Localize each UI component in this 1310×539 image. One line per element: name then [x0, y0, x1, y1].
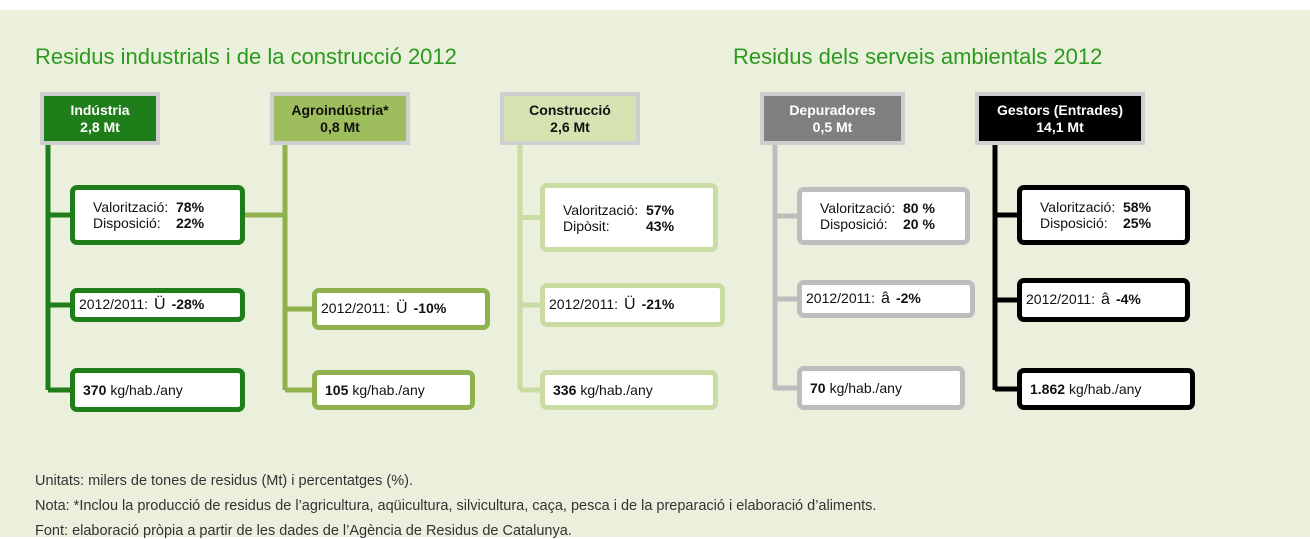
header-name: Gestors (Entrades): [996, 102, 1124, 118]
change-arrow: Ü: [154, 296, 166, 313]
split-value: 80 %: [903, 200, 935, 216]
split-value: 20 %: [903, 216, 935, 232]
column-header: Construcció 2,6 Mt: [500, 92, 640, 145]
header-name: Indústria: [70, 102, 130, 118]
change-line: 2012/2011: â -4%: [1026, 291, 1185, 309]
box: Valorització: 58% Disposició: 25%: [1017, 185, 1190, 245]
split-value: 22%: [176, 215, 205, 231]
split-label: Disposició:: [820, 216, 888, 232]
change-value: -21%: [641, 296, 675, 312]
header-name: Construcció: [529, 102, 611, 118]
split-line: Valorització: 57%: [563, 202, 713, 218]
box: 2012/2011: â -2%: [797, 280, 975, 318]
per-capita: 1.862 kg/hab./any: [1030, 381, 1190, 397]
split-label: Valorització:: [1040, 199, 1116, 215]
note: Font: elaboració pròpia a partir de les …: [35, 523, 572, 539]
header-amount: 2,8 Mt: [80, 119, 120, 135]
split-label: Valorització:: [820, 200, 896, 216]
box: 2012/2011: Ü -10%: [312, 288, 490, 330]
column-header: Indústria 2,8 Mt: [40, 92, 160, 145]
change-label: 2012/2011:: [321, 300, 391, 316]
per-capita: 70 kg/hab./any: [810, 380, 960, 396]
title: Residus industrials i de la construcció …: [35, 44, 457, 69]
change-arrow: Ü: [624, 296, 636, 313]
split-value: 57%: [646, 201, 675, 218]
split-value: 25%: [1123, 215, 1152, 231]
per-value: 70: [810, 380, 826, 396]
per-capita: 105 kg/hab./any: [325, 382, 470, 398]
box: 370 kg/hab./any: [70, 368, 245, 412]
change-value: -2%: [895, 290, 921, 306]
split-label: Disposició:: [93, 215, 161, 231]
split-line: Disposició: 20 %: [820, 216, 965, 232]
split-value: 43%: [646, 217, 675, 234]
split-label: Valorització:: [563, 201, 639, 218]
change-arrow: Ü: [396, 300, 408, 317]
column-header: Depuradores 0,5 Mt: [760, 92, 905, 145]
split-label: Valorització:: [93, 199, 169, 215]
box: Valorització: 78% Disposició: 22%: [70, 185, 245, 245]
split-label: Disposició:: [1040, 215, 1108, 231]
box: 2012/2011: â -4%: [1017, 278, 1190, 322]
box: Valorització: 57% Dipòsit: 43%: [540, 183, 718, 252]
change-line: 2012/2011: Ü -21%: [549, 296, 720, 314]
box: 336 kg/hab./any: [540, 370, 718, 410]
change-label: 2012/2011:: [549, 296, 619, 312]
change-label: 2012/2011:: [806, 290, 876, 306]
split-line: Disposició: 22%: [93, 215, 240, 231]
split-line: Dipòsit: 43%: [563, 218, 713, 234]
change-line: 2012/2011: Ü -10%: [321, 300, 485, 318]
per-value: 1.862: [1030, 381, 1066, 397]
box: 2012/2011: Ü -21%: [540, 283, 725, 327]
title: Residus dels serveis ambientals 2012: [733, 44, 1103, 69]
box: 2012/2011: Ü -28%: [70, 288, 245, 322]
per-capita: 336 kg/hab./any: [553, 382, 713, 398]
column-header: Gestors (Entrades) 14,1 Mt: [975, 92, 1145, 145]
header-amount: 0,5 Mt: [812, 119, 853, 135]
header-name: Depuradores: [789, 102, 876, 118]
per-unit: kg/hab./any: [829, 380, 902, 396]
per-unit: kg/hab./any: [580, 382, 653, 398]
split-line: Valorització: 78%: [93, 199, 240, 215]
box: 1.862 kg/hab./any: [1017, 368, 1195, 410]
per-capita: 370 kg/hab./any: [83, 382, 240, 398]
column-header: Agroindústria* 0,8 Mt: [270, 92, 410, 145]
change-label: 2012/2011:: [79, 296, 149, 312]
header-amount: 0,8 Mt: [320, 119, 360, 135]
change-value: -4%: [1115, 291, 1141, 307]
change-label: 2012/2011:: [1026, 291, 1096, 307]
split-value: 78%: [176, 199, 205, 215]
change-arrow: â: [1101, 291, 1110, 308]
change-line: 2012/2011: Ü -28%: [79, 296, 240, 314]
per-unit: kg/hab./any: [352, 382, 425, 398]
split-value: 58%: [1123, 199, 1152, 215]
split-line: Valorització: 80 %: [820, 200, 965, 216]
split-line: Disposició: 25%: [1040, 215, 1185, 231]
per-value: 336: [553, 382, 577, 398]
per-value: 370: [83, 382, 107, 398]
per-value: 105: [325, 382, 349, 398]
header-amount: 2,6 Mt: [550, 119, 590, 135]
note: Unitats: milers de tones de residus (Mt)…: [35, 473, 413, 489]
per-unit: kg/hab./any: [1069, 381, 1142, 397]
note: Nota: *Inclou la producció de residus de…: [35, 498, 877, 514]
header-amount: 14,1 Mt: [1036, 119, 1084, 135]
change-arrow: â: [881, 290, 890, 307]
change-value: -28%: [171, 296, 205, 312]
box: 70 kg/hab./any: [797, 366, 965, 410]
header-name: Agroindústria*: [291, 102, 389, 118]
change-line: 2012/2011: â -2%: [806, 290, 970, 308]
change-value: -10%: [413, 300, 447, 316]
box: 105 kg/hab./any: [312, 370, 475, 410]
split-line: Valorització: 58%: [1040, 199, 1185, 215]
box: Valorització: 80 % Disposició: 20 %: [797, 187, 970, 245]
split-label: Dipòsit:: [563, 217, 610, 234]
per-unit: kg/hab./any: [110, 382, 183, 398]
